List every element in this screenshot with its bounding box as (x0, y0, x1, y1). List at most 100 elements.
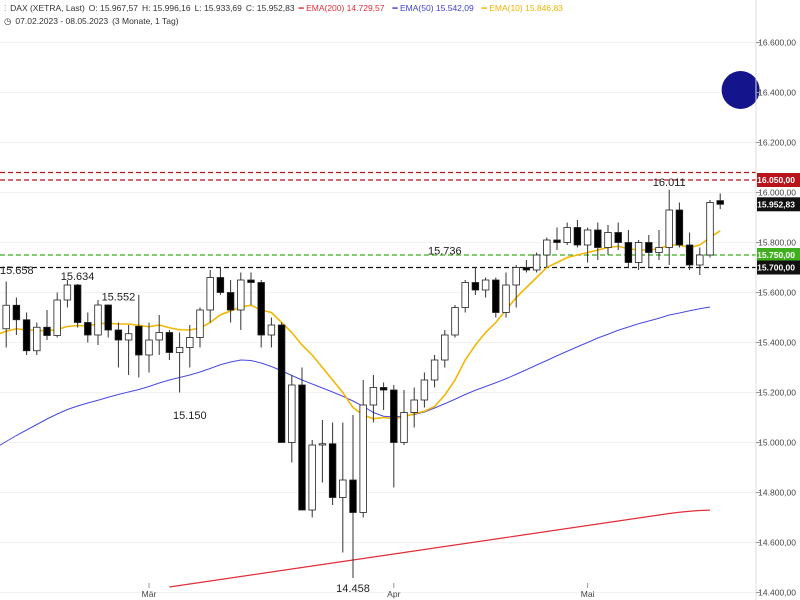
candle-bear (104, 304, 112, 331)
price-annotation: 15.736 (428, 246, 462, 258)
candle-bull (124, 333, 133, 341)
candle-bull (634, 242, 643, 263)
instrument-name: DAX (XETRA, Last) (10, 3, 85, 13)
annotations: 15.658 15.634 15.552 15.150 14.458 15.736 16.0… (0, 71, 760, 595)
candle-bear (298, 384, 306, 511)
level-lines (0, 171, 756, 269)
candle-bull (145, 339, 153, 356)
candle-bear (716, 200, 724, 205)
candle-bear (328, 443, 337, 498)
candles-icon: ⫶ (4, 3, 7, 13)
candle-bull (94, 304, 102, 336)
ema50-line (0, 306, 711, 446)
legend-ema50[interactable]: ━ EMA(50) 15.542,09 (392, 3, 474, 13)
level-badge-bg (757, 173, 800, 187)
candle-bear (84, 322, 92, 336)
candle-bull (461, 282, 469, 308)
candle-bull (604, 232, 612, 248)
candle-bear (12, 304, 21, 321)
candle-bull (359, 404, 367, 513)
x-tick-label: Mai (581, 589, 595, 599)
candle-bull (63, 284, 72, 301)
candle-bull (186, 337, 194, 348)
candle-bear (624, 242, 633, 263)
candle-bear (277, 324, 286, 443)
candle-bull (481, 279, 490, 291)
ema200-line (169, 509, 711, 588)
ohlc-open: O: 15.967,57 (88, 3, 138, 13)
y-tick-label: 14.400,00 (758, 588, 796, 598)
legend-ema10[interactable]: ━ EMA(10) 15.846,83 (481, 3, 563, 13)
level-badge-bg (757, 248, 800, 262)
y-tick-label: 16.600,00 (758, 38, 796, 48)
candle-bull (665, 209, 673, 248)
candle-bull (237, 279, 245, 311)
y-tick-label: 16.200,00 (758, 138, 796, 148)
candle-bear (685, 244, 694, 266)
candle-bull (512, 267, 520, 286)
candle-bull (308, 444, 316, 511)
candle-bull (400, 412, 408, 443)
period: (3 Monate, 1 Tag) (112, 16, 179, 26)
legend-ema200[interactable]: ━ EMA(200) 14.729,57 (298, 3, 385, 13)
y-tick-label: 16.400,00 (758, 88, 796, 98)
candle-bear (553, 239, 561, 243)
y-tick-label: 15.600,00 (758, 288, 796, 298)
candle-bull (696, 254, 704, 266)
candle-bear (114, 329, 123, 341)
ema-lines (0, 230, 721, 588)
candle-bull (339, 479, 347, 498)
price-annotation: 15.634 (61, 271, 95, 283)
candle-bear (522, 267, 531, 271)
candle-bull (175, 347, 184, 353)
candle-bull (196, 309, 204, 338)
candle-bear (379, 387, 388, 391)
x-axis: Mär Apr Mai (142, 583, 595, 599)
candle-bull (563, 227, 571, 243)
candle-bull (451, 307, 459, 336)
candle-bear (257, 282, 265, 336)
candle-bear (573, 227, 582, 246)
y-tick-label: 16.000,00 (758, 188, 796, 198)
candle-bull (206, 277, 214, 311)
clock-icon: ◷ (4, 16, 12, 26)
candle-bull (318, 443, 327, 446)
date-range: 07.02.2023 - 08.05.2023 (15, 16, 109, 26)
candle-bear (390, 389, 398, 443)
candle-bull (288, 384, 296, 443)
candle-bull (2, 304, 10, 330)
y-tick-label: 15.800,00 (758, 238, 796, 248)
ohlc-low: L: 15.933,69 (194, 3, 242, 13)
candle-bear (226, 292, 235, 311)
candle-bear (247, 279, 255, 283)
level-badge-text: 15.700,00 (757, 263, 795, 273)
candle-bull (369, 387, 378, 406)
candle-bear (675, 209, 684, 246)
y-tick-label: 15.200,00 (758, 388, 796, 398)
level-badge-text: 16.050,00 (757, 175, 795, 185)
candle-bull (706, 202, 714, 256)
candle-bear (216, 277, 225, 293)
candle-bear (135, 325, 143, 356)
candle-bull (441, 334, 449, 361)
candle-bear (43, 326, 51, 336)
price-annotation: 15.552 (102, 292, 136, 304)
x-tick-label: Mär (142, 589, 157, 599)
candles[interactable] (0, 189, 724, 578)
candle-bull (430, 359, 439, 381)
ohlc-high: H: 15.996,16 (141, 3, 191, 13)
candle-bull (33, 326, 41, 352)
candle-bull (543, 239, 551, 256)
candle-bear (22, 319, 31, 352)
price-badges: 16.050,00 15.750,00 15.700,00 15.952,83 (757, 173, 800, 275)
candle-bear (614, 232, 622, 243)
candle-bull (267, 324, 276, 336)
y-tick-label: 15.000,00 (758, 438, 796, 448)
last-price-badge-text: 15.952,83 (757, 199, 795, 209)
candle-bull (410, 399, 418, 413)
last-price-badge-bg (757, 197, 800, 212)
candle-bear (165, 332, 174, 353)
price-annotation: 16.011 (653, 177, 686, 189)
level-badge-bg (757, 260, 800, 275)
